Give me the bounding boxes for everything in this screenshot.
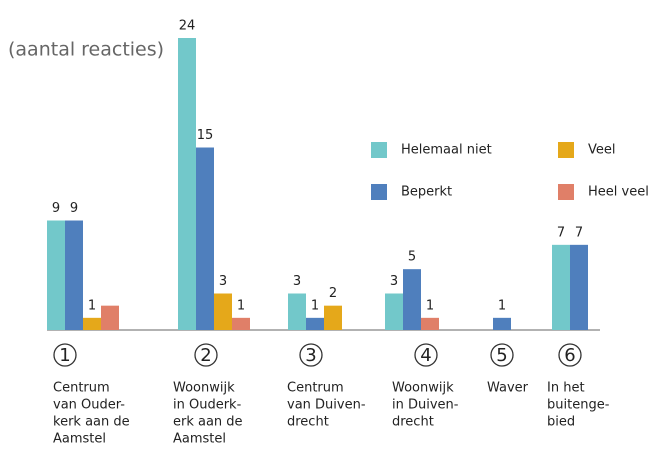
marker-circle bbox=[414, 343, 438, 367]
category-label: in Duiven- bbox=[392, 398, 459, 413]
category-label: Aamstel bbox=[173, 432, 226, 447]
value-label: 5 bbox=[408, 250, 416, 265]
bar bbox=[232, 317, 250, 330]
value-label: 1 bbox=[237, 298, 245, 313]
bar bbox=[552, 244, 570, 330]
bar bbox=[570, 244, 588, 330]
marker-circle bbox=[558, 343, 582, 367]
bar bbox=[83, 317, 101, 330]
category-label: drecht bbox=[287, 415, 329, 430]
category-label: In het bbox=[547, 381, 585, 396]
value-label: 3 bbox=[219, 274, 227, 289]
value-label: 1 bbox=[311, 298, 319, 313]
category-label: kerk aan de bbox=[53, 415, 130, 430]
category-label: Woonwijk bbox=[173, 381, 235, 396]
bar bbox=[65, 220, 83, 330]
category-label: Centrum bbox=[287, 381, 344, 396]
bar bbox=[385, 293, 403, 330]
value-label: 15 bbox=[197, 128, 214, 143]
marker-number: 2 bbox=[200, 345, 211, 366]
legend-label: Helemaal niet bbox=[401, 143, 492, 158]
legend-swatch bbox=[558, 184, 574, 200]
category-label: Centrum bbox=[53, 381, 110, 396]
value-label: 9 bbox=[70, 201, 78, 216]
value-label: 9 bbox=[52, 201, 60, 216]
legend-swatch bbox=[558, 142, 574, 158]
value-label: 1 bbox=[498, 298, 506, 313]
bar bbox=[324, 305, 342, 330]
legend-label: Beperkt bbox=[401, 185, 452, 200]
marker-number: 1 bbox=[59, 345, 70, 366]
category-label: drecht bbox=[392, 415, 434, 430]
marker-circle bbox=[490, 343, 514, 367]
bar bbox=[493, 317, 511, 330]
legend-swatch bbox=[371, 184, 387, 200]
category-label: buitenge- bbox=[547, 398, 610, 413]
value-label: 3 bbox=[390, 274, 398, 289]
marker-number: 6 bbox=[564, 345, 575, 366]
legend-swatch bbox=[371, 142, 387, 158]
marker-circle bbox=[299, 343, 323, 367]
bar bbox=[101, 305, 119, 330]
value-label: 24 bbox=[179, 19, 196, 34]
marker-circle bbox=[194, 343, 218, 367]
category-label: van Ouder- bbox=[53, 398, 125, 413]
bar bbox=[196, 147, 214, 330]
chart-title: (aantal reacties) bbox=[8, 39, 164, 61]
category-label: Aamstel bbox=[53, 432, 106, 447]
bar bbox=[421, 317, 439, 330]
marker-circle bbox=[53, 343, 77, 367]
marker-number: 5 bbox=[496, 345, 507, 366]
bar bbox=[403, 269, 421, 330]
marker-number: 3 bbox=[305, 345, 316, 366]
value-label: 7 bbox=[575, 225, 583, 240]
category-label: erk aan de bbox=[173, 415, 243, 430]
bar bbox=[288, 293, 306, 330]
category-label: bied bbox=[547, 415, 575, 430]
value-label: 7 bbox=[557, 225, 565, 240]
value-label: 1 bbox=[88, 298, 96, 313]
legend-label: Heel veel bbox=[588, 185, 649, 200]
legend-label: Veel bbox=[588, 143, 616, 158]
value-label: 3 bbox=[293, 274, 301, 289]
category-label: Waver bbox=[487, 381, 529, 396]
bar bbox=[306, 317, 324, 330]
bar bbox=[178, 38, 196, 330]
bar bbox=[214, 293, 232, 330]
value-label: 2 bbox=[329, 286, 337, 301]
category-label: van Duiven- bbox=[287, 398, 366, 413]
value-label: 1 bbox=[426, 298, 434, 313]
marker-number: 4 bbox=[420, 345, 431, 366]
category-label: Woonwijk bbox=[392, 381, 454, 396]
category-label: in Ouderk- bbox=[173, 398, 242, 413]
bar bbox=[47, 220, 65, 330]
